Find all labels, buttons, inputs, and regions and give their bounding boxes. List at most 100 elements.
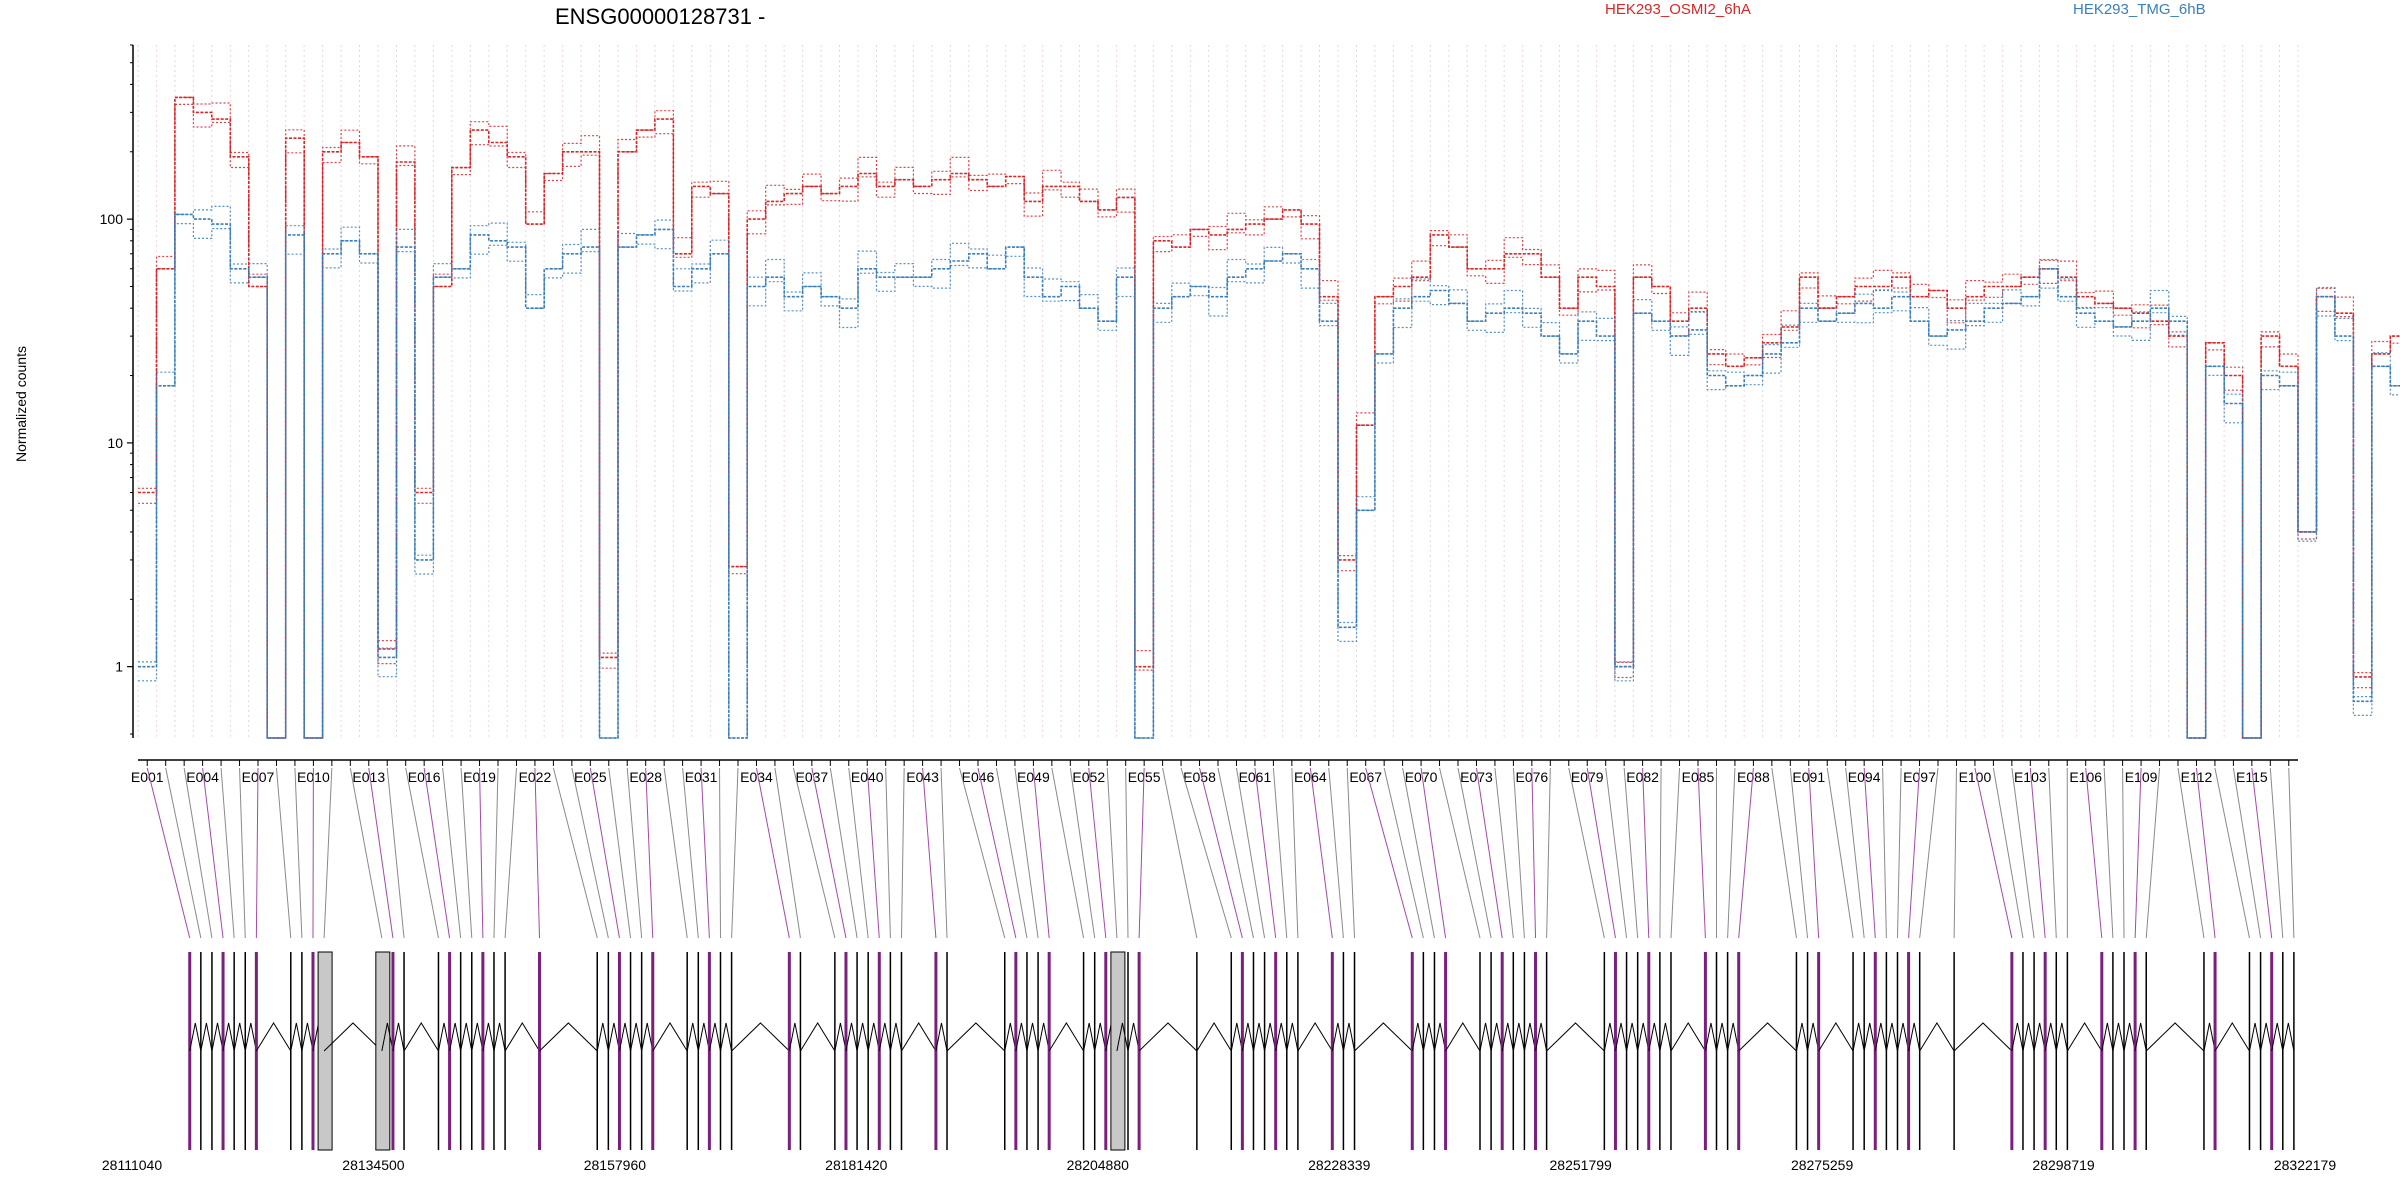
exon-connector [1697,767,1706,939]
exon-connector [504,767,517,939]
intron-connector [1411,1022,1424,1052]
intron-connector [392,1022,405,1052]
exon-connector [1771,767,1797,939]
x-tick-label: E097 [1903,769,1936,785]
intron-connector [200,1022,213,1052]
intron-connector [630,1022,643,1052]
intron-connector [1818,1022,1854,1052]
intron-connector [697,1022,710,1052]
exon-connector [1605,767,1628,939]
intron-connector [1626,1022,1639,1052]
genomic-coordinate-axis: 28111040 28134500 28157960 28181420 28204880… [102,1157,2336,1173]
exon-connector [1032,767,1050,939]
exon-connector [571,767,609,939]
intron-connector [1433,1022,1447,1052]
intron-connector [1048,1022,1085,1052]
x-tick-label: E052 [1072,769,1105,785]
exon-connector [1199,767,1243,939]
exon-connector [2122,767,2125,939]
series-lines [138,96,2400,739]
x-tick-label: E103 [2014,769,2047,785]
exon-connector [1953,767,1957,939]
intron-connector [1908,1022,1921,1052]
exon-connector [1659,767,1662,939]
intron-connector [381,1022,394,1052]
exon-connector [774,767,801,939]
exon-connector [1217,767,1254,939]
intron-connector [1445,1022,1481,1052]
legend: HEK293_OSMI2_6hA HEK293_TMG_6hB [1605,1,2206,18]
intron-connector [889,1022,902,1052]
exon-connector [940,767,948,939]
genomic-coordinate-label: 28204880 [1067,1157,1130,1173]
genomic-coordinate-label: 28298719 [2032,1157,2095,1173]
y-tick-label: 100 [100,211,124,227]
intron-connector [1953,1022,2013,1052]
x-tick-label: E064 [1294,769,1327,785]
intron-connector [1490,1022,1503,1052]
intron-connector [504,1022,540,1052]
intron-connector [2011,1022,2024,1052]
x-tick-label: E070 [1405,769,1438,785]
intron-connector [2203,1022,2216,1052]
intron-connector [1422,1022,1435,1052]
exon-connector [1789,767,1809,939]
exon-connector [255,767,259,939]
exon-connector [755,767,790,939]
exon-connector [183,767,213,939]
series-line-1-replicate-3 [138,96,2400,739]
exon-connector [2103,767,2114,939]
intron-connector [233,1022,246,1052]
intron-connector [1863,1022,1876,1052]
intron-connector [720,1022,733,1052]
intron-connector [2055,1022,2068,1052]
exon-connector [1738,767,1754,939]
exon-connector [1919,767,1939,939]
exon-connector [848,767,869,939]
intron-connector [301,1022,314,1052]
exon-connector [2011,767,2035,939]
x-tick-label: E046 [962,769,995,785]
intron-connector [1127,1022,1140,1052]
intron-connector [1546,1022,1605,1052]
intron-connector [845,1022,858,1052]
intron-connector [2112,1022,2125,1052]
exon-connector [2214,767,2250,939]
intron-connector [1795,1022,1809,1052]
intron-connector [618,1022,632,1052]
x-tick-label: E067 [1349,769,1382,785]
exon-connector [1138,767,1145,939]
genomic-coordinate-label: 28322179 [2274,1157,2337,1173]
genomic-coordinate-label: 28251799 [1550,1157,1613,1173]
exon-connector [959,767,1006,939]
x-tick-label: E025 [574,769,607,785]
exon-gridlines [137,45,2299,738]
intron-connector [1354,1022,1413,1052]
intron-connector [189,1022,202,1052]
intron-connector [834,1022,847,1052]
intron-connector [1264,1022,1277,1052]
intron-connector [2248,1022,2262,1052]
intron-connector [1704,1022,1717,1052]
intron-connector [901,1022,937,1052]
intron-connector [1852,1022,1865,1052]
x-tick-label: E043 [906,769,939,785]
exon-connector [2085,767,2103,939]
exon-connector [2251,767,2273,939]
exon-connector [700,767,710,939]
intron-connector [1807,1022,1820,1052]
exon-connector [792,767,836,939]
exon-connector [1162,767,1198,939]
intron-connector [607,1022,620,1052]
exon-connector [405,767,439,939]
exon-connector [1845,767,1865,939]
genomic-coordinate-label: 28111040 [102,1157,162,1173]
intron-connector [708,1022,721,1052]
exon-connector [645,767,654,939]
exon-connector [423,767,451,939]
exon-connector [349,767,383,939]
intron-connector [2260,1022,2273,1052]
intron-connector [1083,1022,1096,1052]
exon-connector [1125,767,1129,939]
